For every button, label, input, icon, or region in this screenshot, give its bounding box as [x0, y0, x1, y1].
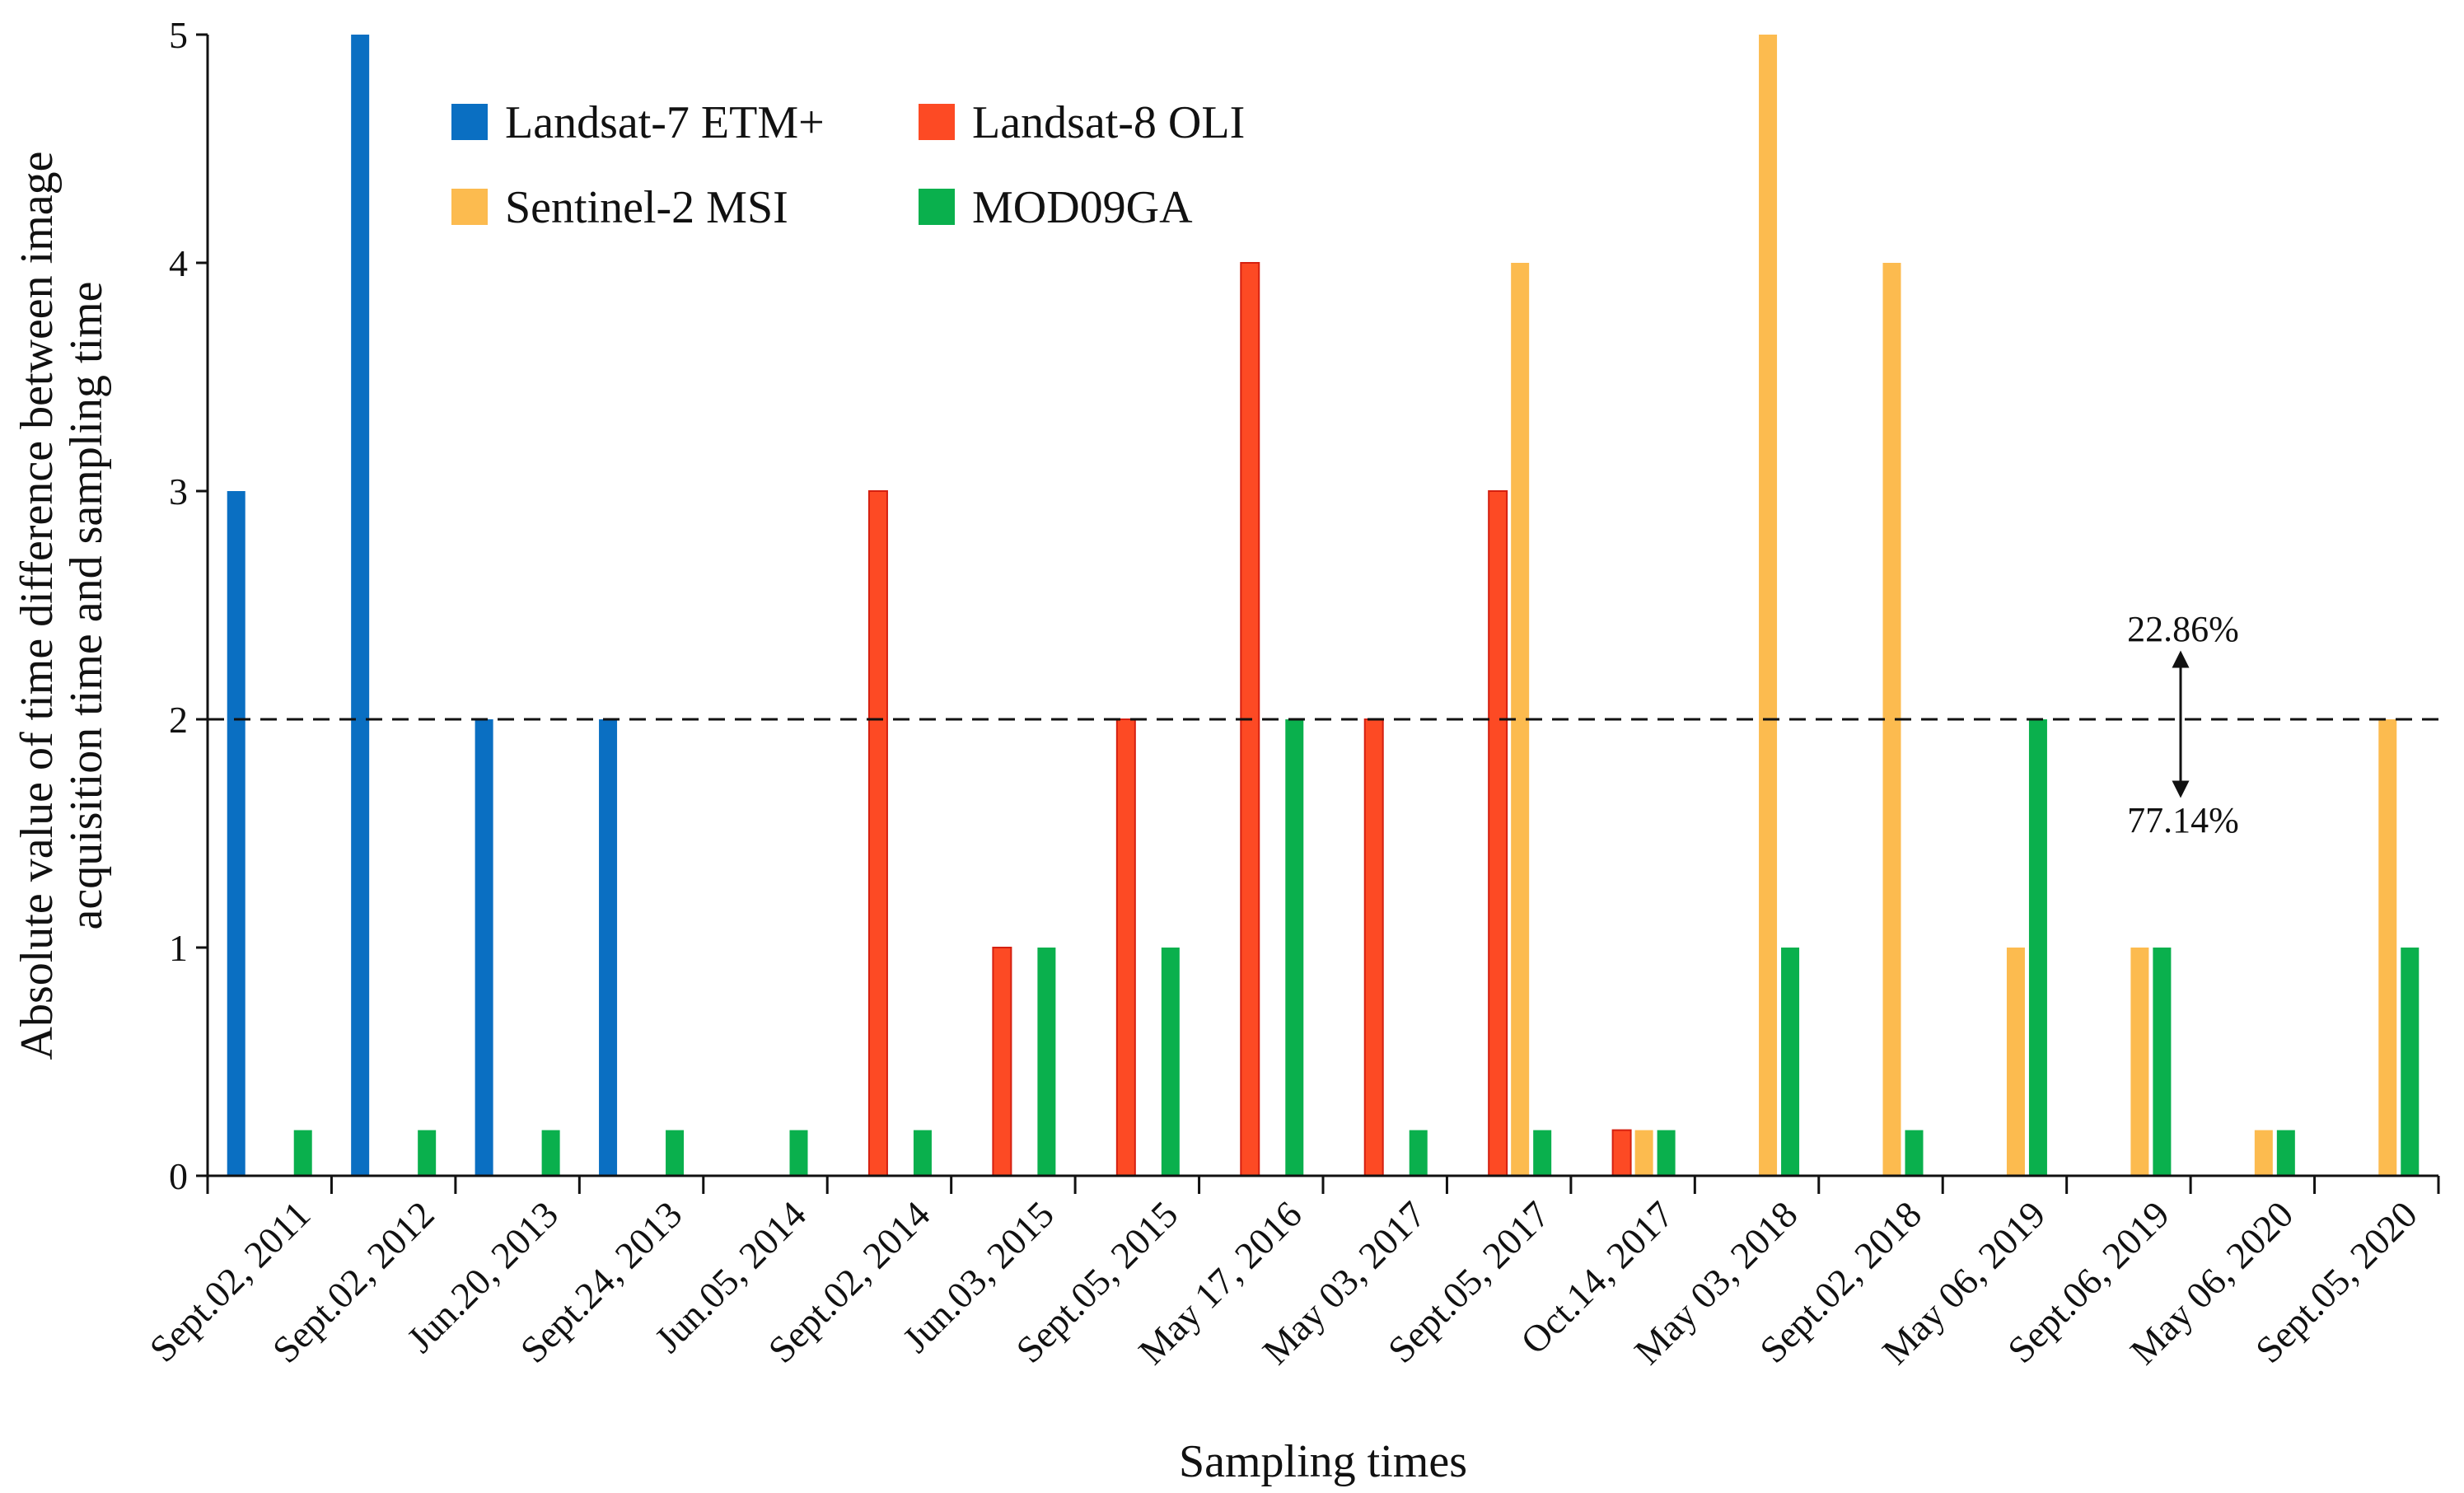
- bar-mod09ga: [1037, 948, 1056, 1176]
- bar-mod09ga: [913, 1130, 932, 1176]
- bar-sentinel-2-msi: [1634, 1130, 1653, 1176]
- bar-mod09ga: [2028, 719, 2047, 1176]
- y-tick-label: 4: [169, 242, 188, 284]
- bar-mod09ga: [1657, 1130, 1676, 1176]
- legend-label: Landsat-8 OLI: [972, 97, 1245, 148]
- legend-label: Sentinel-2 MSI: [505, 182, 788, 233]
- bar-sentinel-2-msi: [2006, 948, 2025, 1176]
- bar-mod09ga: [2153, 948, 2172, 1176]
- bar-landsat-8-oli: [867, 490, 888, 1177]
- x-axis-title: Sampling times: [1179, 1436, 1467, 1487]
- bar-landsat-8-oli: [1115, 718, 1136, 1177]
- y-axis-title-line: acquisition time and sampling time: [61, 282, 112, 930]
- bar-mod09ga: [1533, 1130, 1552, 1176]
- bar-mod09ga: [1285, 719, 1304, 1176]
- bar-mod09ga: [2401, 948, 2420, 1176]
- y-tick-label: 2: [169, 699, 188, 741]
- bar-landsat-7-etm-: [475, 719, 493, 1176]
- bar-mod09ga: [789, 1130, 808, 1176]
- legend-label: Landsat-7 ETM+: [505, 97, 825, 148]
- bar-landsat-8-oli: [1488, 490, 1508, 1177]
- bar-sentinel-2-msi: [2378, 719, 2397, 1176]
- bar-landsat-7-etm-: [599, 719, 618, 1176]
- legend-swatch: [919, 104, 955, 140]
- y-ticks: 0 1 2 3 4 5: [169, 14, 208, 1197]
- bar-landsat-7-etm-: [351, 35, 370, 1176]
- bar-mod09ga: [293, 1130, 312, 1176]
- y-tick-label: 0: [169, 1155, 188, 1197]
- bar-mod09ga: [666, 1130, 685, 1176]
- bar-landsat-8-oli: [1611, 1129, 1632, 1177]
- legend-swatch: [451, 189, 488, 225]
- bar-mod09ga: [1161, 948, 1180, 1176]
- bar-landsat-8-oli: [992, 947, 1012, 1177]
- bar-landsat-8-oli: [1363, 718, 1384, 1177]
- bar-mod09ga: [541, 1130, 560, 1176]
- bar-mod09ga: [1905, 1130, 1924, 1176]
- y-axis-title: Absolute value of time difference betwee…: [12, 152, 112, 1060]
- legend-label: MOD09GA: [972, 182, 1193, 233]
- legend-swatch: [451, 104, 488, 140]
- bar-group: [227, 35, 2420, 1177]
- annotation-below: 77.14%: [2127, 800, 2239, 840]
- annotation-above: 22.86%: [2127, 609, 2239, 649]
- annotation-group: 22.86% 77.14%: [2127, 609, 2239, 840]
- legend: Landsat-7 ETM+ Landsat-8 OLI Sentinel-2 MS…: [451, 97, 1245, 233]
- legend-swatch: [919, 189, 955, 225]
- bar-mod09ga: [2276, 1130, 2295, 1176]
- bar-sentinel-2-msi: [1882, 263, 1901, 1176]
- bar-sentinel-2-msi: [1759, 35, 1778, 1176]
- bar-sentinel-2-msi: [1511, 263, 1530, 1176]
- bar-landsat-7-etm-: [227, 491, 245, 1176]
- bar-mod09ga: [1781, 948, 1800, 1176]
- y-axis-title-line: Absolute value of time difference betwee…: [12, 152, 63, 1060]
- bar-sentinel-2-msi: [2130, 948, 2149, 1176]
- y-tick-label: 1: [169, 927, 188, 969]
- bar-mod09ga: [1409, 1130, 1428, 1176]
- bar-mod09ga: [418, 1130, 437, 1176]
- y-tick-label: 3: [169, 470, 188, 512]
- bar-sentinel-2-msi: [2254, 1130, 2273, 1176]
- y-tick-label: 5: [169, 14, 188, 56]
